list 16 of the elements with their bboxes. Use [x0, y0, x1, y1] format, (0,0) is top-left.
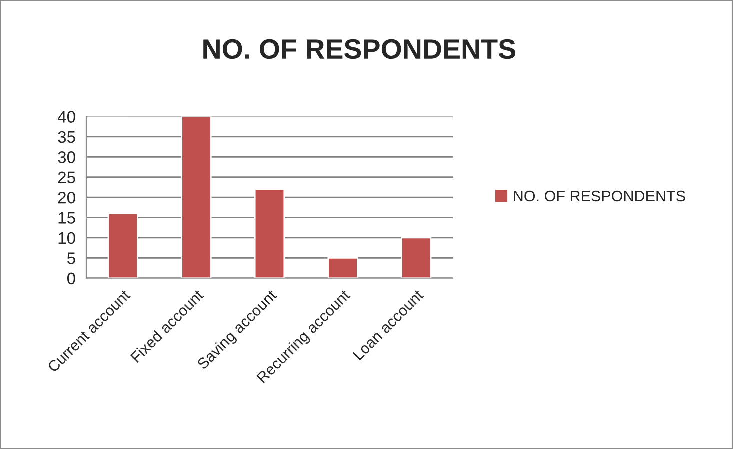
bar	[108, 213, 138, 278]
bar	[181, 116, 212, 278]
y-tick-label: 10	[58, 232, 76, 244]
y-tick-label: 15	[58, 212, 76, 224]
legend-label: NO. OF RESPONDENTS	[514, 190, 686, 202]
chart-title: NO. OF RESPONDENTS	[204, 39, 516, 60]
bar	[254, 188, 286, 278]
y-tick-label: 0	[67, 272, 76, 285]
bar	[328, 257, 358, 278]
y-tick-label: 30	[58, 152, 76, 164]
bar	[400, 237, 432, 278]
y-tick-label: 40	[58, 111, 76, 123]
y-tick-label: 20	[58, 192, 76, 204]
y-tick-label: 35	[58, 131, 76, 144]
y-tick-label: 25	[58, 172, 76, 184]
y-tick-label: 5	[67, 252, 76, 264]
